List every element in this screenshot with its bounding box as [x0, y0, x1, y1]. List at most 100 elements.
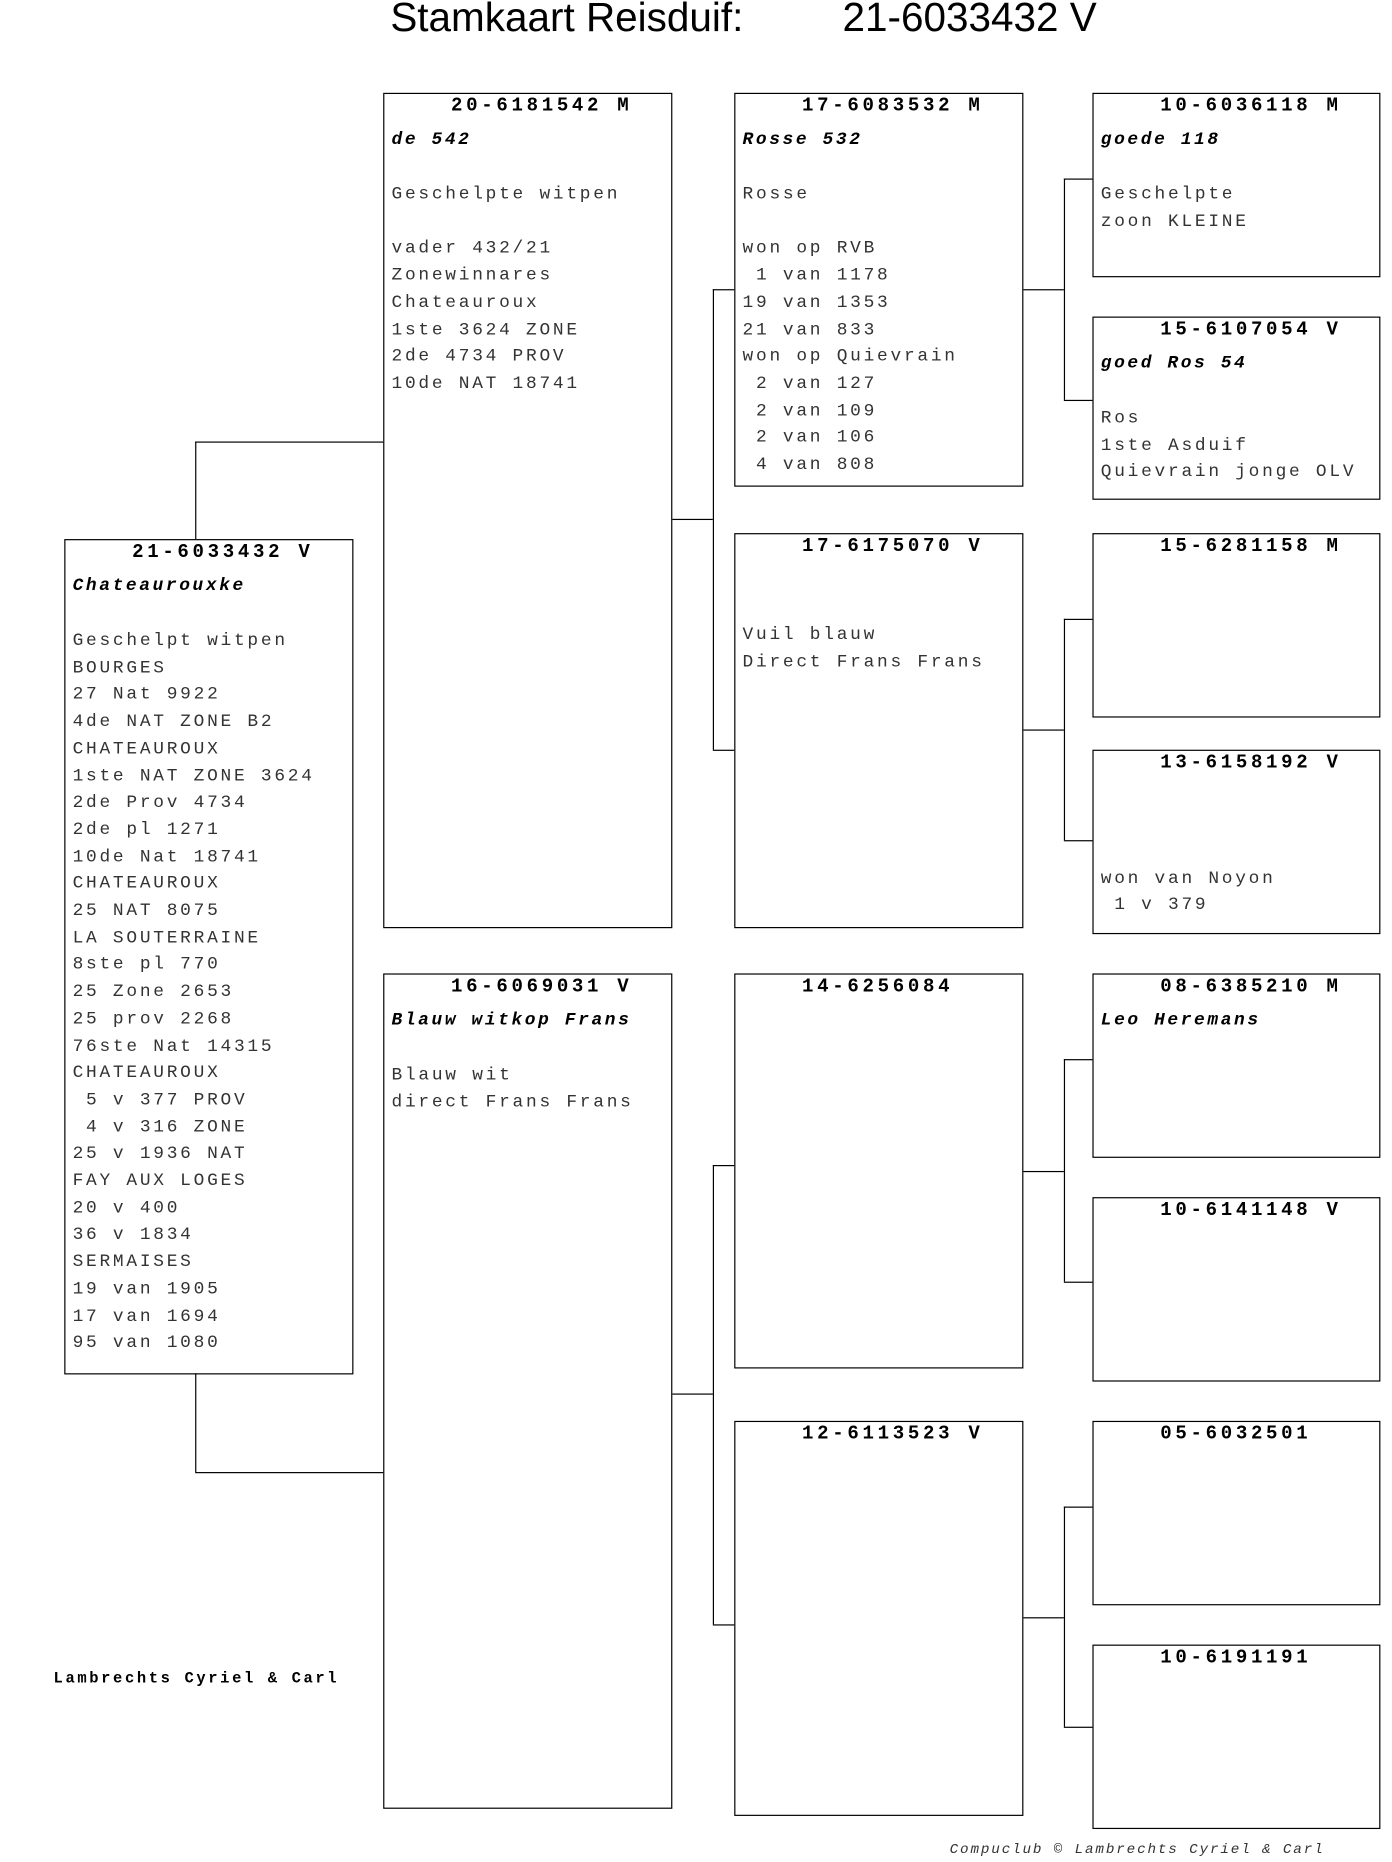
pigeon-name: Leo Heremans	[1100, 1010, 1261, 1031]
note-line: 1 v 379	[1100, 895, 1209, 916]
pigeon-card-dam-dam: 12-6113523 V	[734, 1420, 1024, 1816]
note-line: 2 van 127	[742, 373, 878, 394]
ring-number: 15-6107054 V	[1160, 318, 1342, 341]
note-line: 4de NAT ZONE B2	[72, 711, 275, 732]
note-line: Geschelpt witpen	[72, 630, 288, 651]
pigeon-name: Chateaurouxke	[72, 575, 246, 597]
ring-number: 12-6113523 V	[802, 1423, 984, 1445]
pigeon-notes: Blauw wit direct Frans Frans	[392, 1063, 634, 1117]
note-line: ​	[743, 209, 958, 236]
note-line: Chateauroux	[391, 292, 540, 313]
ring-number: 16-6069031 V	[451, 975, 633, 998]
connector-line	[712, 1165, 735, 1167]
note-line: Direct Frans Frans	[742, 651, 985, 672]
note-line: 4 v 316 ZONE	[72, 1117, 248, 1138]
ring-number: 05-6032501	[1160, 1423, 1312, 1445]
note-line: CHATEAUROUX	[72, 1062, 221, 1084]
connector-line	[1063, 1059, 1093, 1061]
pigeon-card-dss: 08-6385210 M Leo Heremans	[1092, 973, 1381, 1158]
note-line: CHATEAUROUX	[72, 873, 221, 895]
connector-line	[195, 1373, 197, 1473]
note-line: Geschelpte	[1100, 184, 1236, 205]
page-title: Stamkaart Reisduif:	[390, 0, 744, 41]
connector-line	[195, 1472, 384, 1474]
note-line: 2 van 109	[742, 400, 878, 421]
note-line: 1ste NAT ZONE 3624	[72, 765, 315, 787]
pigeon-card-sire-dam: 17-6175070 V Vuil blauw Direct Frans Frans	[734, 533, 1024, 929]
connector-line	[1063, 1506, 1066, 1727]
connector-line	[712, 289, 715, 750]
note-line: 1 van 1178	[742, 265, 891, 286]
note-line: 1ste 3624 ZONE	[391, 319, 580, 340]
connector-line	[1063, 399, 1093, 402]
note-line: BOURGES	[72, 657, 167, 678]
note-line: Vuil blauw	[742, 624, 878, 645]
note-line: 2de pl 1271	[72, 819, 221, 841]
note-line: 21 van 833	[742, 319, 878, 340]
connector-line	[195, 441, 384, 443]
pigeon-card-dam: 16-6069031 V Blauw witkop Frans Blauw wit d…	[383, 973, 673, 1809]
note-line: CHATEAUROUX	[72, 738, 221, 759]
pigeon-card-ssd: 15-6107054 V goed Ros 54 Ros 1ste Asduif Qui…	[1092, 316, 1381, 500]
ring-number: 20-6181542 M	[451, 95, 633, 117]
pigeon-notes: Geschelpte zoon KLEINE	[1101, 182, 1249, 236]
pigeon-card-sire-sire: 17-6083532 M Rosse 532 Rosse ​won op RVB 1 …	[734, 92, 1024, 487]
copyright: Compuclub © Lambrechts Cyriel & Carl	[949, 1840, 1325, 1858]
pigeon-card-dds: 05-6032501	[1092, 1420, 1381, 1606]
ring-number: 08-6385210 M	[1160, 975, 1342, 998]
pigeon-card-subject: 21-6033432 V Chateaurouxke Geschelpt witpe…	[64, 539, 354, 1375]
connector-line	[1023, 289, 1064, 291]
note-line: direct Frans Frans	[391, 1092, 634, 1113]
note-line: 5 v 377 PROV	[72, 1089, 248, 1111]
note-line: 1ste Asduif	[1100, 435, 1249, 456]
connector-line	[1063, 1726, 1093, 1728]
ring-number: 14-6256084	[802, 975, 954, 998]
pigeon-card-sdd: 13-6158192 V won van Noyon 1 v 379	[1092, 749, 1381, 935]
note-line: ​	[392, 209, 621, 236]
note-line: 20 v 400	[72, 1198, 181, 1219]
note-line: 27 Nat 9922	[72, 684, 221, 705]
pigeon-notes: Geschelpt witpen BOURGES 27 Nat 9922 4de NA…	[73, 628, 315, 1357]
note-line: 95 van 1080	[72, 1333, 221, 1354]
note-line: 10de NAT 18741	[391, 373, 580, 394]
pigeon-card-dam-sire: 14-6256084	[734, 973, 1024, 1369]
note-line: 2 van 106	[742, 427, 878, 448]
connector-line	[672, 518, 713, 521]
connector-line	[1023, 1170, 1064, 1173]
note-line: 25 prov 2268	[72, 1008, 234, 1030]
note-line: 36 v 1834	[72, 1225, 194, 1246]
note-line: 25 NAT 8075	[72, 900, 221, 922]
note-line: won op RVB	[742, 238, 878, 259]
pigeon-card-sss: 10-6036118 M goede 118 Geschelpte zoon KLEI…	[1092, 92, 1381, 278]
pigeon-card-sire: 20-6181542 M de 542 Geschelpte witpen ​vade…	[383, 92, 673, 929]
pigeon-name: goede 118	[1100, 129, 1221, 150]
note-line: vader 432/21	[391, 238, 553, 259]
connector-line	[1063, 178, 1066, 400]
pigeon-card-dsd: 10-6141148 V	[1092, 1197, 1381, 1382]
ring-number: 17-6083532 M	[802, 95, 984, 117]
connector-line	[1063, 618, 1066, 841]
connector-line	[1063, 1281, 1093, 1283]
note-line: LA SOUTERRAINE	[72, 927, 261, 949]
note-line: Blauw wit	[391, 1065, 513, 1086]
ring-number: 15-6281158 M	[1160, 535, 1342, 557]
note-line: Rosse	[742, 184, 810, 205]
pigeon-notes: won van Noyon 1 v 379	[1101, 866, 1276, 920]
note-line: 10de Nat 18741	[72, 846, 261, 868]
note-line: zoon KLEINE	[1100, 211, 1249, 232]
pigeon-notes: Ros 1ste Asduif Quievrain jonge OLV	[1101, 406, 1357, 487]
pigeon-name: Rosse 532	[742, 129, 863, 150]
owner-name: Lambrechts Cyriel & Carl	[53, 1669, 340, 1688]
ring-number: 21-6033432 V	[132, 541, 314, 563]
connector-line	[672, 1393, 713, 1395]
pigeon-name: goed Ros 54	[1100, 353, 1248, 374]
pigeon-notes: Rosse ​won op RVB 1 van 1178 19 van 1353 21…	[743, 182, 958, 479]
note-line: 2de 4734 PROV	[391, 346, 567, 367]
page-title-ring: 21-6033432 V	[842, 0, 1097, 41]
note-line: won op Quievrain	[742, 346, 958, 367]
connector-line	[712, 1624, 735, 1626]
connector-line	[1063, 840, 1093, 842]
note-line: 17 van 1694	[72, 1306, 221, 1327]
note-line: 25 Zone 2653	[72, 981, 234, 1003]
